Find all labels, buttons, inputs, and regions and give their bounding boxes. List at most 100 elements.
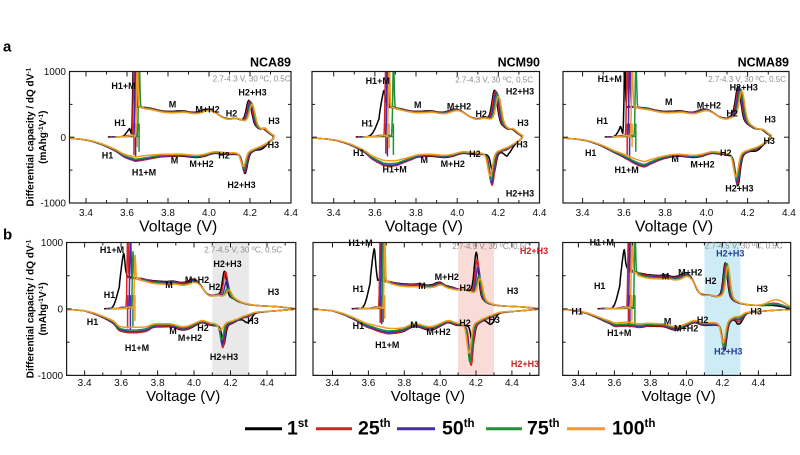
- svg-text:Voltage (V): Voltage (V): [146, 388, 220, 405]
- svg-text:H3: H3: [763, 136, 775, 146]
- svg-text:H1+M: H1+M: [125, 343, 149, 353]
- svg-text:4.4: 4.4: [782, 208, 796, 219]
- svg-text:H1+M: H1+M: [348, 238, 372, 248]
- svg-text:M+H2: M+H2: [178, 333, 202, 343]
- svg-text:M: M: [169, 100, 177, 110]
- svg-text:M+H2: M+H2: [697, 101, 721, 111]
- svg-text:M: M: [165, 280, 173, 290]
- svg-text:4.2: 4.2: [715, 378, 729, 389]
- svg-text:M+H2: M+H2: [426, 327, 450, 337]
- svg-text:H2+H3: H2+H3: [511, 359, 539, 369]
- svg-text:M: M: [418, 281, 426, 291]
- svg-text:3.8: 3.8: [658, 208, 672, 219]
- svg-text:M+H2: M+H2: [441, 159, 465, 169]
- svg-text:M: M: [671, 154, 679, 164]
- svg-text:0: 0: [58, 304, 64, 315]
- svg-text:H3: H3: [516, 140, 528, 150]
- svg-text:2.7-4.3 V, 30 oC, 0.5C: 2.7-4.3 V, 30 oC, 0.5C: [708, 75, 786, 84]
- svg-text:H1+M: H1+M: [111, 81, 135, 91]
- svg-text:M+H2: M+H2: [447, 102, 471, 112]
- svg-text:H2+H3: H2+H3: [227, 180, 255, 190]
- svg-text:(mAhg-1V-1): (mAhg-1V-1): [38, 111, 49, 164]
- svg-text:M: M: [664, 317, 672, 327]
- svg-text:H1+M: H1+M: [614, 165, 638, 175]
- svg-text:M: M: [410, 320, 418, 330]
- svg-text:4.2: 4.2: [469, 378, 483, 389]
- svg-text:H2: H2: [460, 283, 472, 293]
- svg-text:H3: H3: [507, 286, 519, 296]
- svg-text:1000: 1000: [44, 67, 67, 78]
- svg-text:3.8: 3.8: [161, 208, 175, 219]
- svg-text:3.4: 3.4: [326, 378, 340, 389]
- svg-text:H2: H2: [218, 151, 230, 161]
- svg-text:4.4: 4.4: [505, 378, 519, 389]
- svg-text:H1+M: H1+M: [100, 245, 124, 255]
- svg-text:4.0: 4.0: [450, 208, 464, 219]
- svg-text:a: a: [3, 39, 12, 56]
- svg-text:M+H2: M+H2: [674, 324, 698, 334]
- svg-text:H2+H3: H2+H3: [238, 88, 266, 98]
- svg-text:H3: H3: [750, 307, 762, 317]
- svg-text:H3: H3: [488, 315, 500, 325]
- svg-text:H1: H1: [361, 119, 373, 129]
- svg-text:H1: H1: [102, 151, 114, 161]
- svg-text:H2: H2: [697, 315, 709, 325]
- svg-text:4.2: 4.2: [224, 378, 238, 389]
- svg-text:3.6: 3.6: [617, 208, 631, 219]
- svg-text:3.4: 3.4: [79, 208, 93, 219]
- svg-text:M+H2: M+H2: [185, 275, 209, 285]
- svg-text:H1+M: H1+M: [382, 165, 406, 175]
- svg-text:3.8: 3.8: [409, 208, 423, 219]
- svg-text:b: b: [3, 227, 12, 244]
- svg-text:H3: H3: [247, 316, 259, 326]
- svg-text:3.6: 3.6: [368, 208, 382, 219]
- svg-text:H1+M: H1+M: [366, 76, 390, 86]
- svg-text:4.0: 4.0: [699, 208, 713, 219]
- svg-text:H2+H3: H2+H3: [210, 352, 238, 362]
- svg-text:H1: H1: [571, 307, 583, 317]
- svg-text:M+H2: M+H2: [189, 159, 213, 169]
- svg-text:H1: H1: [594, 281, 606, 291]
- svg-text:Voltage (V): Voltage (V): [635, 219, 713, 236]
- svg-text:M: M: [662, 272, 670, 282]
- svg-text:H2+H3: H2+H3: [714, 347, 742, 357]
- svg-text:H2: H2: [469, 149, 481, 159]
- svg-text:Voltage (V): Voltage (V): [139, 219, 217, 236]
- svg-text:Differential capacity / dQ dV-: Differential capacity / dQ dV-1: [26, 68, 37, 207]
- svg-text:H1: H1: [353, 284, 365, 294]
- svg-text:H1: H1: [353, 321, 365, 331]
- svg-text:1000: 1000: [41, 238, 64, 249]
- svg-text:H3: H3: [517, 118, 529, 128]
- svg-text:4.4: 4.4: [533, 208, 547, 219]
- svg-text:2.7-4.3 V, 30 oC, 0.5C: 2.7-4.3 V, 30 oC, 0.5C: [213, 75, 291, 84]
- svg-text:(mAhg-1V-1): (mAhg-1V-1): [38, 282, 49, 335]
- svg-text:H1+M: H1+M: [598, 74, 622, 84]
- svg-text:4.2: 4.2: [243, 208, 257, 219]
- svg-text:2.7-4.5 V, 30 oC, 0.5C: 2.7-4.5 V, 30 oC, 0.5C: [452, 242, 530, 251]
- svg-text:Voltage (V): Voltage (V): [391, 388, 465, 405]
- svg-text:H1: H1: [353, 148, 365, 158]
- svg-text:Voltage (V): Voltage (V): [385, 219, 463, 236]
- svg-text:M+H2: M+H2: [435, 272, 459, 282]
- svg-text:3.8: 3.8: [643, 378, 657, 389]
- svg-text:H2: H2: [459, 318, 471, 328]
- svg-text:-1000: -1000: [38, 371, 64, 382]
- svg-text:H3: H3: [268, 287, 280, 297]
- svg-text:H2+H3: H2+H3: [506, 87, 534, 97]
- svg-text:H1+M: H1+M: [132, 168, 156, 178]
- svg-text:H2: H2: [475, 109, 487, 119]
- svg-text:M+H2: M+H2: [195, 105, 219, 115]
- svg-text:Differential capacity / dQ dV-: Differential capacity / dQ dV-1: [26, 239, 37, 378]
- svg-text:H3: H3: [268, 116, 280, 126]
- svg-text:4.4: 4.4: [260, 378, 274, 389]
- svg-text:H2+H3: H2+H3: [716, 249, 744, 259]
- svg-text:M: M: [665, 97, 673, 107]
- svg-text:3.4: 3.4: [576, 208, 590, 219]
- svg-text:-1000: -1000: [40, 199, 66, 210]
- svg-text:NCA89: NCA89: [250, 56, 291, 70]
- svg-text:H3: H3: [756, 284, 768, 294]
- svg-text:4.4: 4.4: [751, 378, 765, 389]
- svg-text:H2+H3: H2+H3: [213, 259, 241, 269]
- svg-text:NCMA89: NCMA89: [738, 56, 789, 70]
- svg-text:3.6: 3.6: [361, 378, 375, 389]
